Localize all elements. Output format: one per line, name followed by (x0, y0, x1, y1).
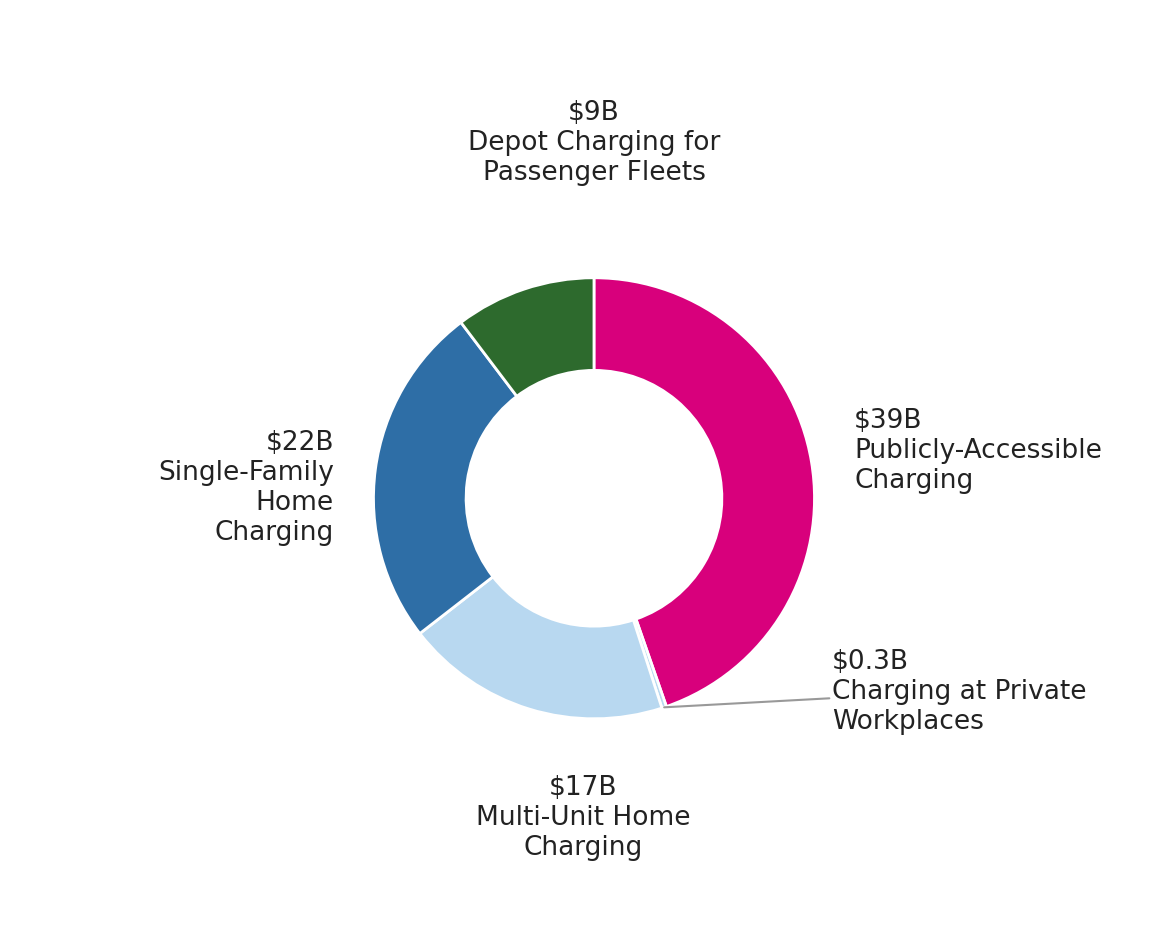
Wedge shape (373, 323, 517, 633)
Text: $9B
Depot Charging for
Passenger Fleets: $9B Depot Charging for Passenger Fleets (468, 100, 720, 186)
Wedge shape (420, 577, 662, 719)
Text: $17B
Multi-Unit Home
Charging: $17B Multi-Unit Home Charging (475, 774, 691, 860)
Text: $0.3B
Charging at Private
Workplaces: $0.3B Charging at Private Workplaces (664, 649, 1087, 734)
Wedge shape (633, 619, 666, 708)
Text: $22B
Single-Family
Home
Charging: $22B Single-Family Home Charging (158, 430, 334, 546)
Wedge shape (593, 278, 815, 707)
Wedge shape (461, 278, 595, 396)
Text: $39B
Publicly-Accessible
Charging: $39B Publicly-Accessible Charging (854, 407, 1102, 494)
